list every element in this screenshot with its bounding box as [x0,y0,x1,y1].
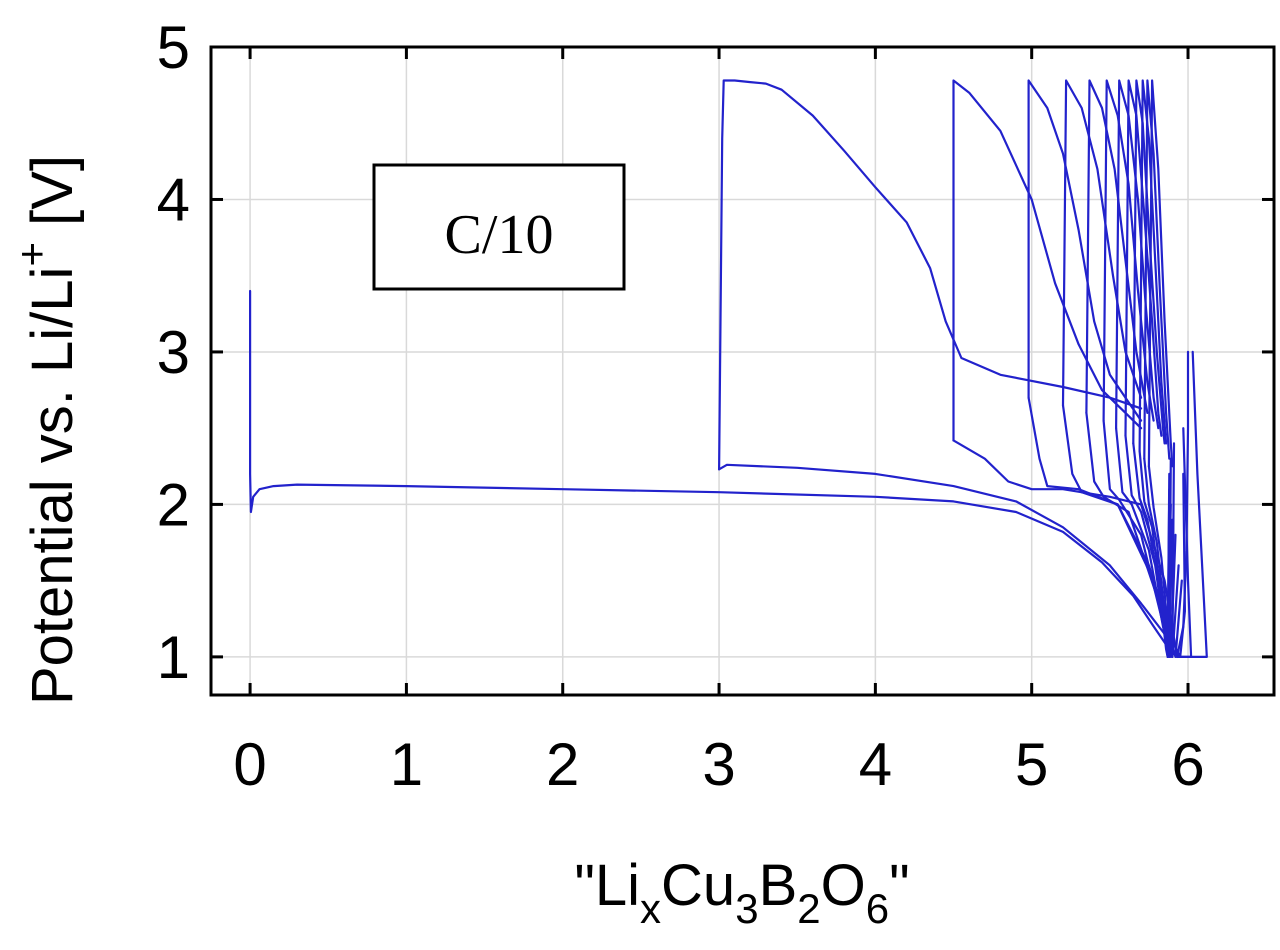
series-line-5 [952,427,1193,658]
series-line-3 [718,350,1208,658]
series-line-18 [1132,79,1166,445]
x-tick-label: 6 [1171,731,1204,798]
x-axis-title: "Lix​Cu3​B2​O6​" [574,853,909,932]
series-line-24 [1147,79,1174,468]
series-line-13 [1102,419,1177,658]
axis-title-part: 3 [735,885,758,932]
annotation-frame [372,163,626,291]
axis-title-part: "Li [574,853,640,918]
axis-title-part: B [759,853,798,918]
grid-lines [211,46,1274,695]
x-tick-label: 4 [859,731,892,798]
series-line-1 [249,289,1190,658]
axis-title-part: 6 [866,885,889,932]
x-tick-label: 3 [702,731,735,798]
y-tick-label: 2 [157,471,190,538]
series-line-23 [1143,457,1172,658]
series-line-2 [718,79,1143,471]
annotation-box: C/10 [372,163,626,291]
y-tick-label: 1 [157,624,190,691]
series-line-4 [952,79,1143,442]
y-tick-label: 4 [157,166,190,233]
axis-title-part: + [8,242,55,267]
y-axis-title: Potential vs. Li/Li+​ [V] [8,155,85,705]
axis-title-part: Cu [661,853,735,918]
axis-title-part: " [889,853,910,918]
axis-title-part: 2 [797,885,820,932]
annotation-text: C/10 [445,204,554,266]
axis-title-part: O [821,853,866,918]
series-line-14 [1115,79,1160,430]
x-tick-label: 5 [1015,731,1048,798]
series-line-25 [1147,442,1176,658]
series-layer [249,79,1208,658]
series-line-10 [1085,79,1149,414]
x-tick-label: 2 [546,731,579,798]
series-line-6 [1027,79,1143,422]
axis-title-part: [V] [20,155,85,242]
y-tick-labels: 1 2 3 4 5 [157,14,190,691]
x-tick-label: 1 [390,731,423,798]
x-tick-labels: 0 1 2 3 4 5 6 [233,731,1204,798]
series-line-16 [1124,79,1163,437]
axis-title-part: x [640,885,661,932]
y-tick-label: 3 [157,319,190,386]
series-line-7 [1027,396,1186,658]
y-tick-label: 5 [157,14,190,81]
x-tick-label: 0 [233,731,266,798]
series-line-22 [1143,79,1171,460]
axis-title-part: Potential vs. Li/Li [20,267,85,705]
axis-ticks [211,45,1274,695]
plot-frame [209,45,1276,697]
